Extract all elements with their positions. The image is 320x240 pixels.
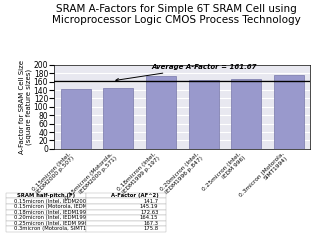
Bar [103, 88, 133, 149]
Y-axis label: A-Factor for SRAM Cell Size
(square feature sizes): A-Factor for SRAM Cell Size (square feat… [19, 60, 32, 154]
Text: 0.25micron (Intel,
IEDM 996): 0.25micron (Intel, IEDM 996) [202, 151, 246, 196]
Bar [274, 75, 304, 149]
Text: 0.3micron (Motorola,
SIMT1994): 0.3micron (Motorola, SIMT1994) [238, 151, 289, 202]
Text: 0.15micron (Intel,
IEDM2000 p.507): 0.15micron (Intel, IEDM2000 p.507) [31, 151, 76, 196]
Bar [231, 78, 261, 149]
Bar [146, 76, 176, 149]
Text: 0.15micron (Motorola,
IEDM2000 p.571): 0.15micron (Motorola, IEDM2000 p.571) [65, 151, 118, 205]
Text: 0.18micron (Intel,
IEDM1999 p.197): 0.18micron (Intel, IEDM1999 p.197) [116, 151, 161, 196]
Text: SRAM A-Factors for Simple 6T SRAM Cell using
Microprocessor Logic CMOS Process T: SRAM A-Factors for Simple 6T SRAM Cell u… [52, 4, 300, 25]
Bar [61, 89, 91, 149]
Text: 0.20micron (Intel,
IEDM1996 p.847): 0.20micron (Intel, IEDM1996 p.847) [159, 151, 204, 196]
Text: Average A-Factor = 161.67: Average A-Factor = 161.67 [116, 64, 257, 81]
Bar [189, 80, 219, 149]
